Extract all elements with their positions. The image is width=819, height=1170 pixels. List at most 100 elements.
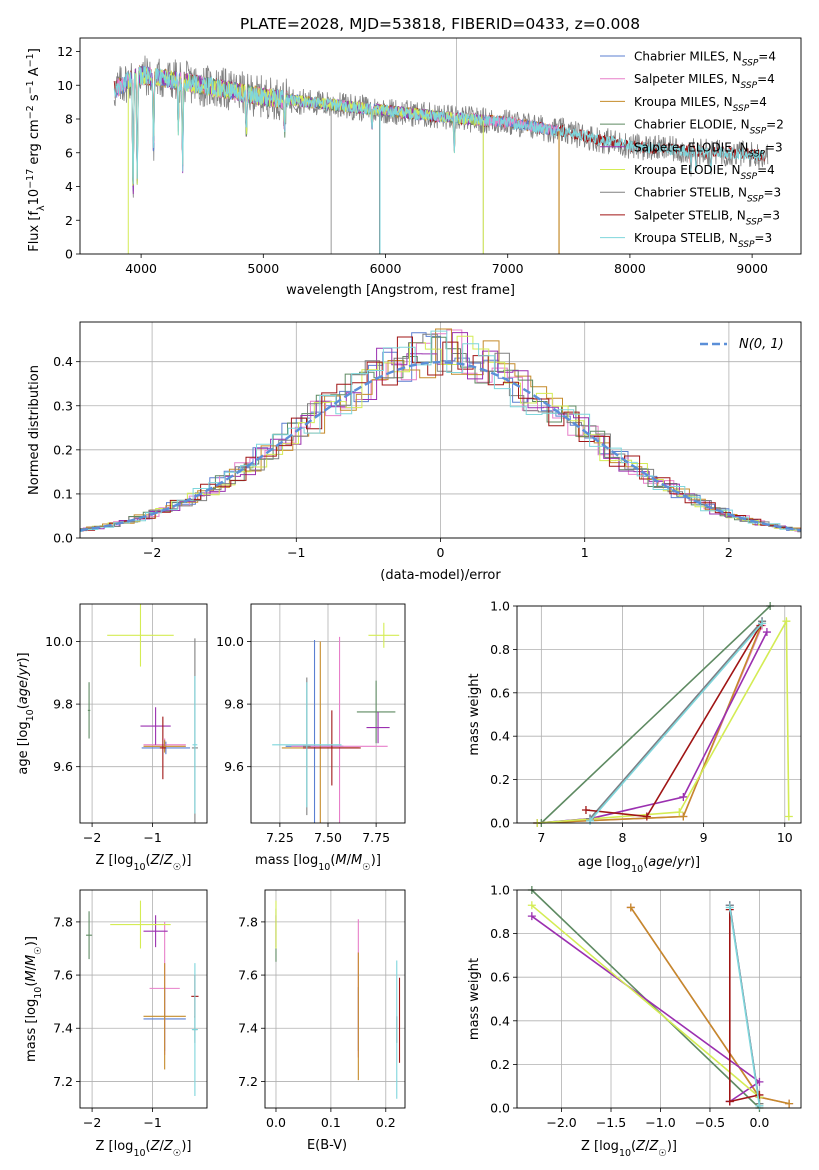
figure-title: PLATE=2028, MJD=53818, FIBERID=0433, z=0… — [240, 15, 640, 33]
legend-entry: Kroupa MILES, NSSP=4 — [634, 95, 767, 114]
weight_vs_Z-xtick-label: −1.0 — [645, 1115, 675, 1130]
mass_vs_EBV-ytick-label: 7.8 — [238, 914, 258, 929]
weight-point-marker — [762, 628, 771, 637]
weight_vs_Z-ytick-label: 0.0 — [490, 1101, 510, 1116]
weight-point-marker — [626, 903, 635, 912]
residuals-xtick-label: −2 — [143, 545, 161, 560]
weight_vs_age-frame — [516, 605, 802, 824]
age_vs_Z-xtick-label: −1 — [143, 830, 161, 845]
spectrum-ytick-label: 6 — [65, 145, 73, 160]
weight-point-marker — [527, 912, 536, 921]
weight-point-marker — [586, 816, 595, 825]
age_vs_Z-errorbars — [87, 604, 198, 823]
weight-point-marker — [725, 903, 734, 912]
weight_vs_age-ytick-label: 1.0 — [490, 599, 510, 614]
weight-series-line — [589, 622, 763, 822]
spectrum-ytick-label: 8 — [65, 112, 73, 127]
weight_vs_age-ytick-label: 0.6 — [490, 685, 510, 700]
weight-series-line — [589, 620, 763, 820]
age_vs_mass-xtick-label: 7.50 — [314, 830, 342, 845]
weight_vs_Z-ytick-label: 0.6 — [490, 970, 510, 985]
weight_vs_age-xtick-label: 7 — [537, 830, 545, 845]
spectrum-axes: 4000 5000 6000 7000 8000 9000 0 2 4 6 8 10 12 — [57, 44, 768, 276]
weight-vs-Z-xlabel: Z [log10(Z/Z☉)] — [581, 1139, 677, 1159]
mass-vs-Z-xlabel: Z [log10(Z/Z☉)] — [96, 1139, 192, 1159]
spectrum-legend: Chabrier MILES, NSSP=4 Salpeter MILES, NS… — [600, 50, 784, 250]
spectrum-xtick-label: 5000 — [247, 261, 279, 276]
weight_vs_Z-ytick-label: 0.8 — [490, 926, 510, 941]
mass_vs_EBV-xtick-label: 0.2 — [376, 1115, 396, 1130]
spectrum-ytick-label: 2 — [65, 213, 73, 228]
weight-vs-age-ylabel: mass weight — [467, 673, 482, 755]
weight-point-marker — [755, 1101, 764, 1110]
age_vs_Z-xtick-label: −2 — [83, 830, 101, 845]
spectrum-xtick-label: 9000 — [736, 261, 768, 276]
mass_vs_EBV-frame — [264, 889, 406, 1109]
residuals-xtick-label: −1 — [287, 545, 305, 560]
mass_vs_Z-ytick-label: 7.8 — [53, 914, 73, 929]
age_vs_Z-axes: −2 −1 9.6 9.8 10.0 — [45, 604, 207, 845]
weight_vs_Z-xtick-label: −0.5 — [695, 1115, 725, 1130]
mass_vs_EBV-xtick-label: 0.0 — [266, 1115, 286, 1130]
mass_vs_Z-ytick-label: 7.6 — [53, 968, 73, 983]
spectrum-lines — [113, 38, 769, 254]
residuals-frame — [79, 321, 802, 539]
mass_vs_EBV-errorbars — [275, 900, 401, 1099]
residuals-xlabel: (data-model)/error — [380, 568, 501, 583]
weight-point-marker — [784, 812, 793, 821]
weight-point-marker — [642, 812, 651, 821]
spectrum-xtick-label: 7000 — [492, 261, 524, 276]
weight-point-marker — [675, 808, 684, 817]
residuals-xtick-label: 0 — [437, 545, 445, 560]
mass_vs_EBV-ytick-label: 7.4 — [238, 1021, 258, 1036]
gaussian-curve — [80, 360, 801, 532]
residuals-ylabel: Normed distribution — [27, 365, 42, 495]
weight-point-marker — [527, 901, 536, 910]
age_vs_Z-frame — [79, 603, 208, 824]
weight-series-line — [540, 605, 771, 824]
mass-vs-Z-ylabel: mass [log10(M/M☉)] — [24, 936, 44, 1062]
spectrum-ytick-label: 4 — [65, 179, 73, 194]
residuals-xtick-label: 2 — [725, 545, 733, 560]
mass_vs_Z-errorbars — [86, 900, 199, 1097]
spectrum-xtick-label: 8000 — [614, 261, 646, 276]
weight-point-marker — [725, 1097, 734, 1106]
age-vs-Z-ylabel: age [log10(age/yr)] — [16, 652, 36, 774]
age-vs-mass-xlabel: mass [log10(M/M☉)] — [255, 853, 381, 873]
legend-entry: Kroupa ELODIE, NSSP=4 — [634, 163, 775, 182]
mass_vs_Z-xtick-label: −2 — [83, 1115, 101, 1130]
spectrum-ylabel: Flux [fλ10−17 erg cm−2 s−1 A−1] — [25, 48, 47, 252]
weight-series-line — [729, 907, 761, 1106]
weight_vs_age-xtick-label: 10 — [777, 830, 793, 845]
age_vs_mass-errorbars — [272, 622, 400, 823]
residual-histogram — [80, 336, 801, 531]
mass_vs_Z-xtick-label: −1 — [143, 1115, 161, 1130]
age_vs_mass-ytick-label: 9.8 — [224, 697, 244, 712]
weight-point-marker — [581, 805, 590, 814]
residuals-ytick-label: 0.4 — [53, 354, 73, 369]
weight-point-marker — [679, 812, 688, 821]
weight-point-marker — [755, 1090, 764, 1099]
spectrum-xlabel: wavelength [Angstrom, rest frame] — [286, 283, 515, 298]
spectrum-ytick-label: 0 — [65, 247, 73, 262]
weight-series-line — [537, 618, 790, 824]
residual-histogram — [80, 330, 801, 532]
mass_vs_Z-ytick-label: 7.2 — [53, 1074, 73, 1089]
weight-vs-Z-ylabel: mass weight — [467, 958, 482, 1040]
residuals-ytick-label: 0.1 — [53, 486, 73, 501]
spectrum-ytick-label: 12 — [57, 44, 73, 59]
mass_vs_Z-axes: −2 −1 7.2 7.4 7.6 7.8 — [53, 890, 207, 1130]
mass_vs_EBV-ytick-label: 7.2 — [238, 1074, 258, 1089]
weight-vs-age-xlabel: age [log10(age/yr)] — [578, 855, 700, 875]
age_vs_mass-xtick-label: 7.25 — [266, 830, 294, 845]
weight-point-marker — [782, 617, 791, 626]
legend-entry: Chabrier MILES, NSSP=4 — [634, 50, 776, 69]
mass_vs_EBV-xtick-label: 0.1 — [321, 1115, 341, 1130]
age_vs_mass-ytick-label: 9.6 — [224, 759, 244, 774]
mass_vs_Z-ytick-label: 7.4 — [53, 1021, 73, 1036]
weight_vs_Z-xtick-label: −2.0 — [546, 1115, 576, 1130]
weight_vs_age-xtick-label: 9 — [700, 830, 708, 845]
weight_vs_age-ytick-label: 0.8 — [490, 642, 510, 657]
residuals-xtick-label: 1 — [581, 545, 589, 560]
